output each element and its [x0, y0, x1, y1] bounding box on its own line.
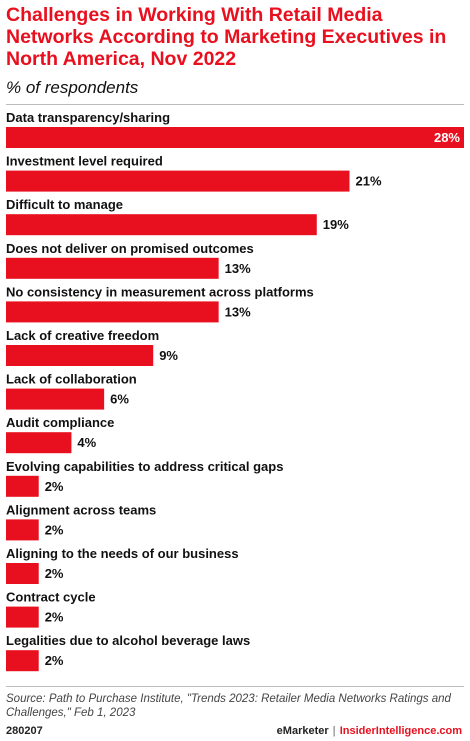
category-label: Difficult to manage: [6, 197, 123, 212]
category-label: Alignment across teams: [6, 502, 156, 517]
category-label: Data transparency/sharing: [6, 110, 170, 125]
value-label: 19%: [323, 217, 349, 232]
bar: [6, 563, 39, 584]
bar: [6, 301, 219, 323]
source-note: Source: Path to Purchase Institute, "Tre…: [6, 693, 451, 719]
bar: [6, 345, 154, 366]
bar: [6, 432, 72, 454]
bar: [6, 127, 464, 148]
value-label: 2%: [45, 479, 64, 494]
footer-brand: eMarketer | InsiderIntelligence.com: [277, 725, 462, 737]
bar: [6, 650, 39, 672]
value-label: 21%: [356, 174, 382, 189]
value-label: 2%: [45, 610, 64, 625]
bar: [6, 214, 317, 236]
bar: [6, 170, 350, 192]
header-divider: [6, 104, 464, 105]
value-label: 2%: [45, 566, 64, 581]
category-label: Lack of creative freedom: [6, 328, 159, 343]
brand-separator: |: [332, 725, 336, 737]
category-label: Audit compliance: [6, 415, 114, 430]
chart-title: Challenges in Working With Retail Media …: [6, 4, 447, 70]
bar: [6, 257, 219, 279]
category-label: Investment level required: [6, 154, 163, 169]
bar: [6, 388, 105, 410]
category-label: Lack of collaboration: [6, 372, 137, 387]
chart-id: 280207: [6, 725, 43, 737]
value-label: 13%: [225, 261, 251, 276]
value-label: 28%: [434, 130, 460, 145]
brand-emarketer: eMarketer: [276, 725, 329, 737]
value-label: 4%: [77, 435, 96, 450]
value-label: 13%: [225, 304, 251, 319]
value-label: 6%: [110, 392, 129, 407]
category-label: Legalities due to alcohol beverage laws: [6, 633, 250, 648]
bar: [6, 519, 39, 541]
category-label: Evolving capabilities to address critica…: [6, 459, 283, 474]
bar: [6, 475, 39, 497]
value-label: 2%: [45, 522, 64, 537]
category-label: Contract cycle: [6, 590, 96, 605]
footer-divider: [6, 686, 464, 687]
bar-chart: Data transparency/sharing 28% Investment l…: [6, 110, 464, 672]
category-label: Does not deliver on promised outcomes: [6, 241, 254, 256]
category-label: Aligning to the needs of our business: [6, 546, 239, 561]
bar: [6, 606, 39, 628]
value-label: 2%: [45, 653, 64, 668]
brand-insider-intelligence[interactable]: InsiderIntelligence.com: [339, 725, 462, 737]
category-label: No consistency in measurement across pla…: [6, 284, 314, 299]
value-label: 9%: [159, 348, 178, 363]
chart-subtitle: % of respondents: [6, 78, 139, 97]
